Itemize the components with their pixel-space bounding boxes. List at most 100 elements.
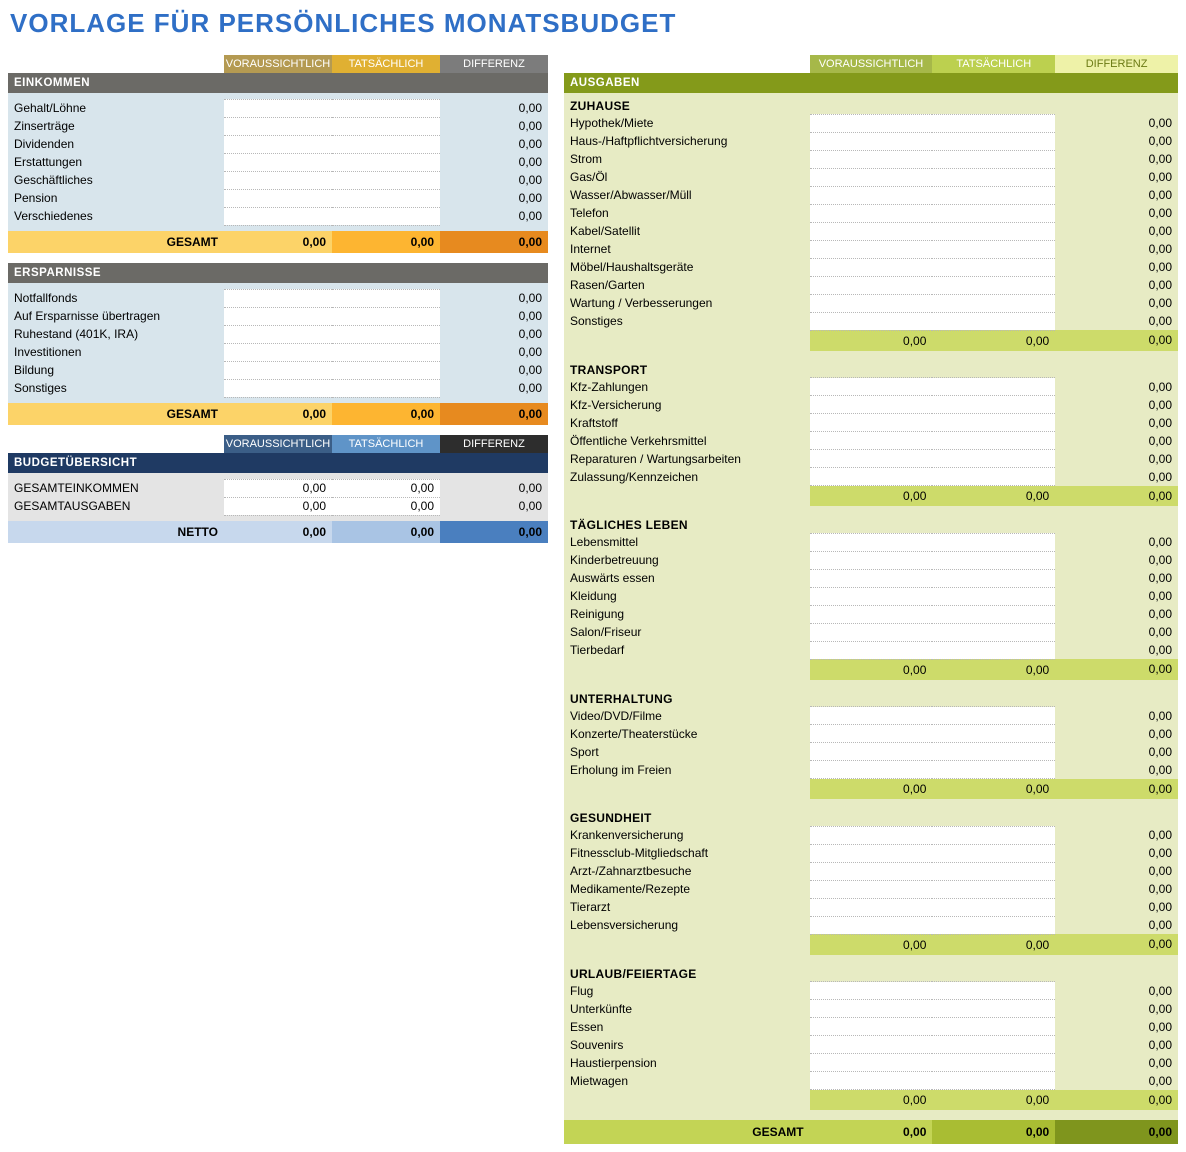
input-actual[interactable] — [332, 289, 440, 307]
input-actual[interactable] — [932, 725, 1055, 743]
input-actual[interactable] — [332, 325, 440, 343]
input-projected[interactable] — [810, 982, 933, 1000]
input-actual[interactable] — [932, 982, 1055, 1000]
input-projected[interactable] — [810, 826, 933, 844]
input-projected[interactable] — [224, 343, 332, 361]
input-actual[interactable] — [932, 826, 1055, 844]
input-projected[interactable] — [810, 450, 933, 468]
input-actual[interactable] — [332, 153, 440, 171]
input-projected[interactable] — [810, 533, 933, 551]
input-projected[interactable] — [810, 294, 933, 312]
input-projected[interactable] — [810, 623, 933, 641]
input-projected[interactable] — [810, 743, 933, 761]
input-actual[interactable] — [332, 343, 440, 361]
input-actual[interactable] — [932, 743, 1055, 761]
input-actual[interactable] — [932, 450, 1055, 468]
input-projected[interactable] — [810, 312, 933, 330]
input-actual[interactable] — [932, 761, 1055, 779]
input-actual[interactable] — [932, 396, 1055, 414]
input-projected[interactable] — [224, 117, 332, 135]
input-projected[interactable] — [810, 1018, 933, 1036]
input-actual[interactable] — [332, 361, 440, 379]
input-actual[interactable] — [932, 1000, 1055, 1018]
input-actual[interactable] — [932, 186, 1055, 204]
input-actual[interactable] — [932, 1072, 1055, 1090]
input-projected[interactable] — [810, 468, 933, 486]
input-projected[interactable] — [810, 378, 933, 396]
input-projected[interactable] — [810, 222, 933, 240]
input-actual[interactable] — [932, 844, 1055, 862]
input-projected[interactable] — [810, 844, 933, 862]
input-actual[interactable] — [932, 1018, 1055, 1036]
input-projected[interactable] — [810, 414, 933, 432]
input-projected[interactable] — [810, 204, 933, 222]
input-actual[interactable] — [932, 623, 1055, 641]
input-projected[interactable] — [810, 707, 933, 725]
input-actual[interactable] — [932, 569, 1055, 587]
input-projected[interactable] — [810, 1072, 933, 1090]
input-projected[interactable] — [224, 361, 332, 379]
input-projected[interactable] — [810, 569, 933, 587]
input-projected[interactable] — [810, 258, 933, 276]
input-projected[interactable] — [224, 289, 332, 307]
input-projected[interactable] — [810, 1000, 933, 1018]
input-actual[interactable] — [332, 135, 440, 153]
input-projected[interactable] — [810, 862, 933, 880]
input-projected[interactable] — [810, 898, 933, 916]
input-projected[interactable] — [810, 1036, 933, 1054]
input-projected[interactable] — [810, 276, 933, 294]
input-actual[interactable] — [932, 204, 1055, 222]
input-projected[interactable] — [224, 307, 332, 325]
input-projected[interactable] — [810, 761, 933, 779]
input-actual[interactable] — [332, 379, 440, 397]
input-projected[interactable] — [810, 150, 933, 168]
input-actual[interactable] — [932, 114, 1055, 132]
input-actual[interactable] — [932, 641, 1055, 659]
input-actual[interactable] — [932, 414, 1055, 432]
input-actual[interactable] — [932, 916, 1055, 934]
input-actual[interactable] — [932, 276, 1055, 294]
input-projected[interactable] — [810, 605, 933, 623]
input-projected[interactable] — [810, 587, 933, 605]
input-projected[interactable] — [224, 207, 332, 225]
input-actual[interactable] — [932, 587, 1055, 605]
input-actual[interactable] — [932, 240, 1055, 258]
input-actual[interactable] — [932, 132, 1055, 150]
input-actual[interactable] — [932, 432, 1055, 450]
input-projected[interactable] — [810, 132, 933, 150]
input-actual[interactable] — [932, 1054, 1055, 1072]
input-projected[interactable] — [224, 153, 332, 171]
input-actual[interactable] — [932, 898, 1055, 916]
input-actual[interactable] — [932, 880, 1055, 898]
input-actual[interactable] — [932, 707, 1055, 725]
input-actual[interactable] — [932, 533, 1055, 551]
input-projected[interactable] — [810, 1054, 933, 1072]
input-actual[interactable] — [332, 171, 440, 189]
input-actual[interactable] — [332, 207, 440, 225]
input-projected[interactable] — [810, 432, 933, 450]
input-actual[interactable] — [332, 307, 440, 325]
input-projected[interactable] — [810, 880, 933, 898]
input-actual[interactable] — [332, 117, 440, 135]
input-actual[interactable] — [932, 222, 1055, 240]
input-projected[interactable] — [810, 114, 933, 132]
input-projected[interactable] — [224, 379, 332, 397]
input-actual[interactable] — [332, 189, 440, 207]
input-actual[interactable] — [932, 378, 1055, 396]
input-projected[interactable] — [224, 325, 332, 343]
input-actual[interactable] — [332, 99, 440, 117]
input-actual[interactable] — [932, 862, 1055, 880]
input-actual[interactable] — [932, 468, 1055, 486]
input-projected[interactable] — [224, 135, 332, 153]
input-projected[interactable] — [810, 916, 933, 934]
input-actual[interactable] — [932, 551, 1055, 569]
input-projected[interactable] — [810, 396, 933, 414]
input-projected[interactable] — [224, 189, 332, 207]
input-projected[interactable] — [810, 551, 933, 569]
input-actual[interactable] — [932, 605, 1055, 623]
input-projected[interactable] — [224, 99, 332, 117]
input-projected[interactable] — [810, 240, 933, 258]
input-projected[interactable] — [224, 171, 332, 189]
input-actual[interactable] — [932, 294, 1055, 312]
input-actual[interactable] — [932, 312, 1055, 330]
